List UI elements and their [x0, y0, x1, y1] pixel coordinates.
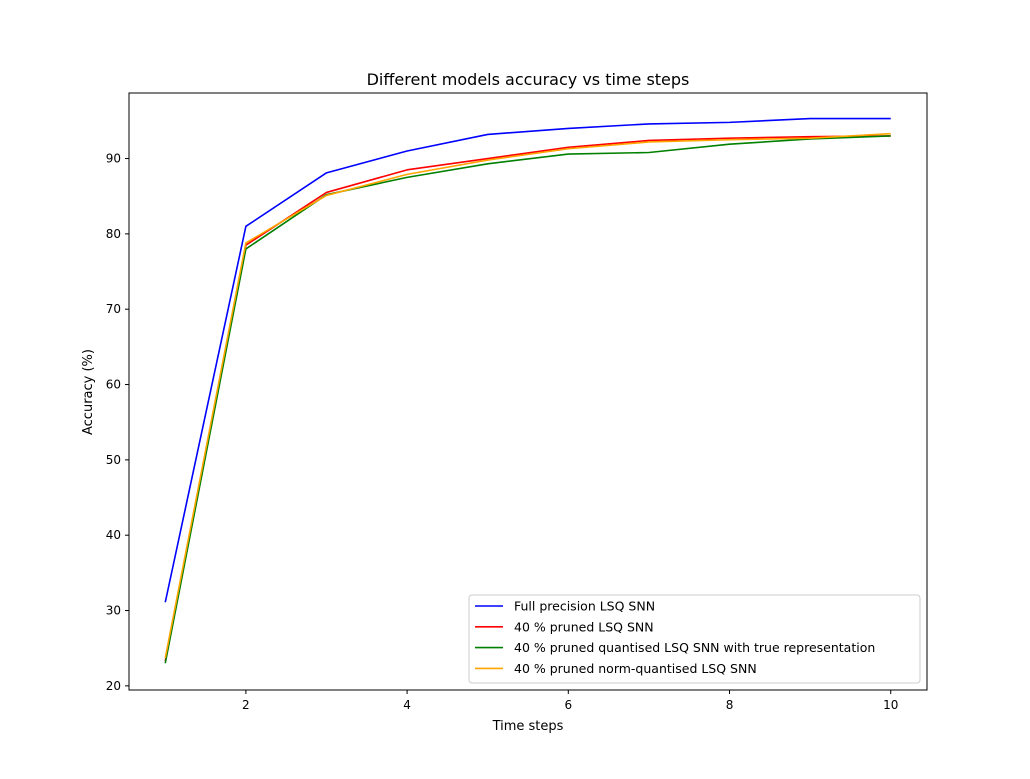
legend-label-1: Full precision LSQ SNN: [514, 599, 655, 614]
legend-label-2: 40 % pruned LSQ SNN: [514, 619, 654, 634]
legend-label-4: 40 % pruned norm-quantised LSQ SNN: [514, 661, 757, 676]
x-tick-label: 6: [564, 698, 572, 712]
y-axis-label: Accuracy (%): [81, 349, 96, 435]
plot-area: 2 4 6 8 10 20 30 40 50 60 70 80 90 Full precision LSQ…: [106, 92, 928, 712]
y-tick-label: 40: [106, 528, 121, 542]
x-tick-label: 10: [883, 698, 898, 712]
y-tick-label: 80: [106, 227, 121, 241]
legend-box: [468, 594, 921, 684]
x-axis-label: Time steps: [492, 719, 564, 734]
y-tick-label: 70: [106, 302, 121, 316]
series-line-4: [164, 132, 891, 659]
series-line-3: [164, 135, 891, 664]
y-tick-label: 60: [106, 378, 121, 392]
y-tick-label: 90: [106, 152, 121, 166]
x-tick-label: 4: [403, 698, 411, 712]
legend-label-3: 40 % pruned quantised LSQ SNN with true …: [514, 640, 875, 655]
series-line-1: [164, 117, 891, 603]
y-tick-label: 20: [106, 679, 121, 693]
x-tick-label: 2: [242, 698, 250, 712]
x-tick-label: 8: [726, 698, 734, 712]
chart-title: Different models accuracy vs time steps: [367, 70, 690, 89]
y-tick-label: 30: [106, 604, 121, 618]
axes-frame: [128, 92, 928, 691]
y-tick-label: 50: [106, 453, 121, 467]
